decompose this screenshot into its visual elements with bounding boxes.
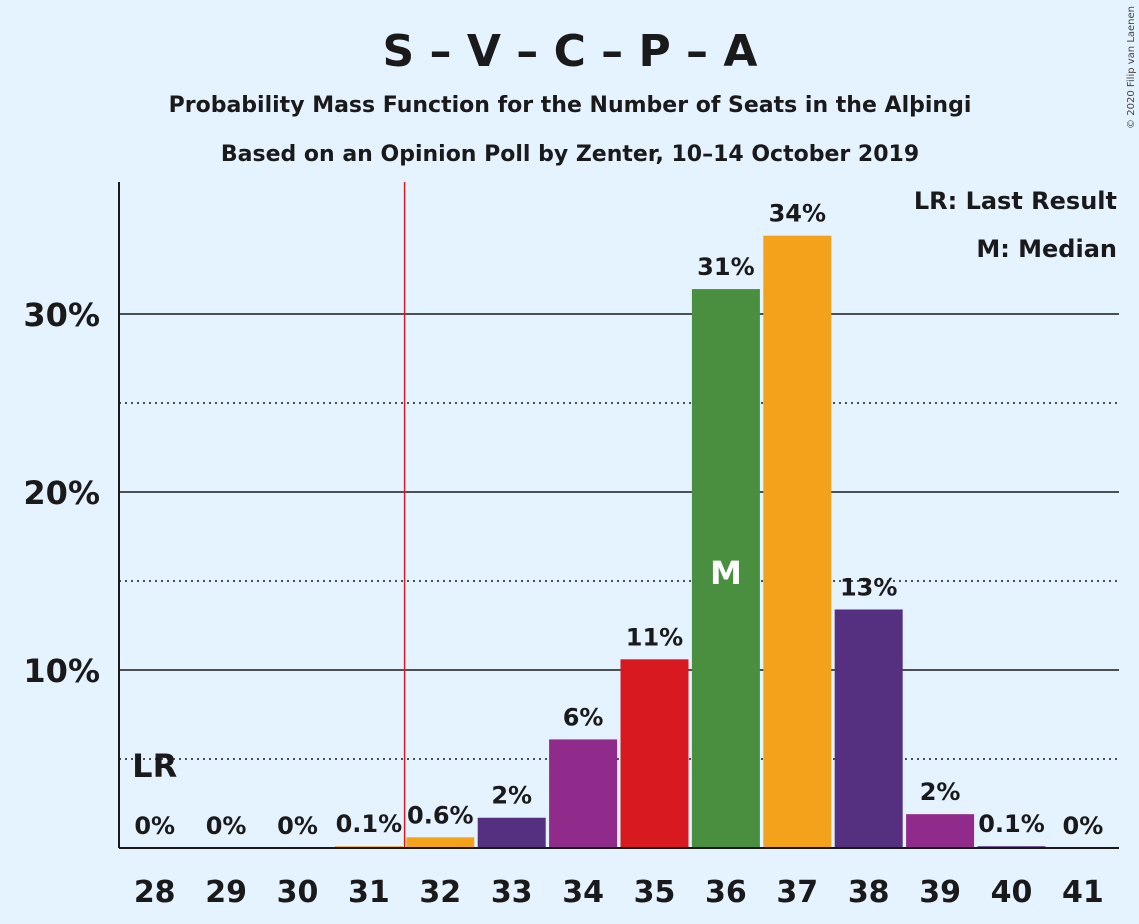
chart-subtitle-1: Probability Mass Function for the Number… <box>169 93 972 118</box>
x-axis-labels: 28 29 30 31 32 33 34 35 36 37 38 39 40 41 <box>134 875 1104 910</box>
bar-38 <box>834 609 903 848</box>
y-tick-label: 10% <box>23 652 100 690</box>
overlays: LR M <box>132 182 742 848</box>
x-tick-label-32: 32 <box>419 875 461 910</box>
x-tick-label-41: 41 <box>1062 875 1104 910</box>
data-label-36: 31% <box>697 253 754 281</box>
bar-34 <box>549 739 618 848</box>
y-axis-labels: 10% 20% 30% <box>23 296 100 690</box>
x-tick-label-34: 34 <box>562 875 604 910</box>
data-label-28: 0% <box>134 812 175 840</box>
median-marker: M <box>710 554 742 592</box>
gridlines <box>119 313 1119 760</box>
data-label-32: 0.6% <box>407 801 474 829</box>
y-tick-label: 20% <box>23 474 100 512</box>
bars: 0% 0% 0% 0.1% 0.6%2%6%11%31%34%13%2%0.1% 0% <box>134 200 1104 849</box>
legend-last-result: LR: Last Result <box>914 187 1117 215</box>
data-label-34: 6% <box>563 703 604 731</box>
x-tick-label-38: 38 <box>848 875 890 910</box>
x-tick-label-33: 33 <box>491 875 533 910</box>
data-label-31: 0.1% <box>336 810 403 838</box>
data-label-41: 0% <box>1063 812 1104 840</box>
x-tick-label-36: 36 <box>705 875 747 910</box>
bar-32 <box>406 837 475 848</box>
data-label-30: 0% <box>277 812 318 840</box>
bar-35 <box>620 659 689 848</box>
bar-36 <box>691 289 760 849</box>
data-label-40: 0.1% <box>978 810 1045 838</box>
data-label-39: 2% <box>920 778 961 806</box>
bar-37 <box>763 235 832 848</box>
x-tick-label-30: 30 <box>277 875 319 910</box>
x-tick-label-40: 40 <box>991 875 1033 910</box>
data-label-29: 0% <box>206 812 247 840</box>
chart-title: S – V – C – P – A <box>383 26 758 77</box>
legend-median: M: Median <box>976 235 1117 263</box>
credit-text: © 2020 Filip van Laenen <box>1126 6 1137 129</box>
last-result-marker: LR <box>132 747 177 785</box>
x-tick-label-37: 37 <box>776 875 818 910</box>
data-label-38: 13% <box>840 573 897 601</box>
bar-33 <box>477 817 546 848</box>
x-tick-label-28: 28 <box>134 875 176 910</box>
x-tick-label-29: 29 <box>205 875 247 910</box>
chart-subtitle-2: Based on an Opinion Poll by Zenter, 10–1… <box>221 142 919 167</box>
data-label-37: 34% <box>769 200 826 228</box>
x-tick-label-31: 31 <box>348 875 390 910</box>
x-tick-label-35: 35 <box>634 875 676 910</box>
y-tick-label: 30% <box>23 296 100 334</box>
bar-39 <box>906 814 975 848</box>
data-label-35: 11% <box>626 623 683 651</box>
data-label-33: 2% <box>491 782 532 810</box>
x-tick-label-39: 39 <box>919 875 961 910</box>
